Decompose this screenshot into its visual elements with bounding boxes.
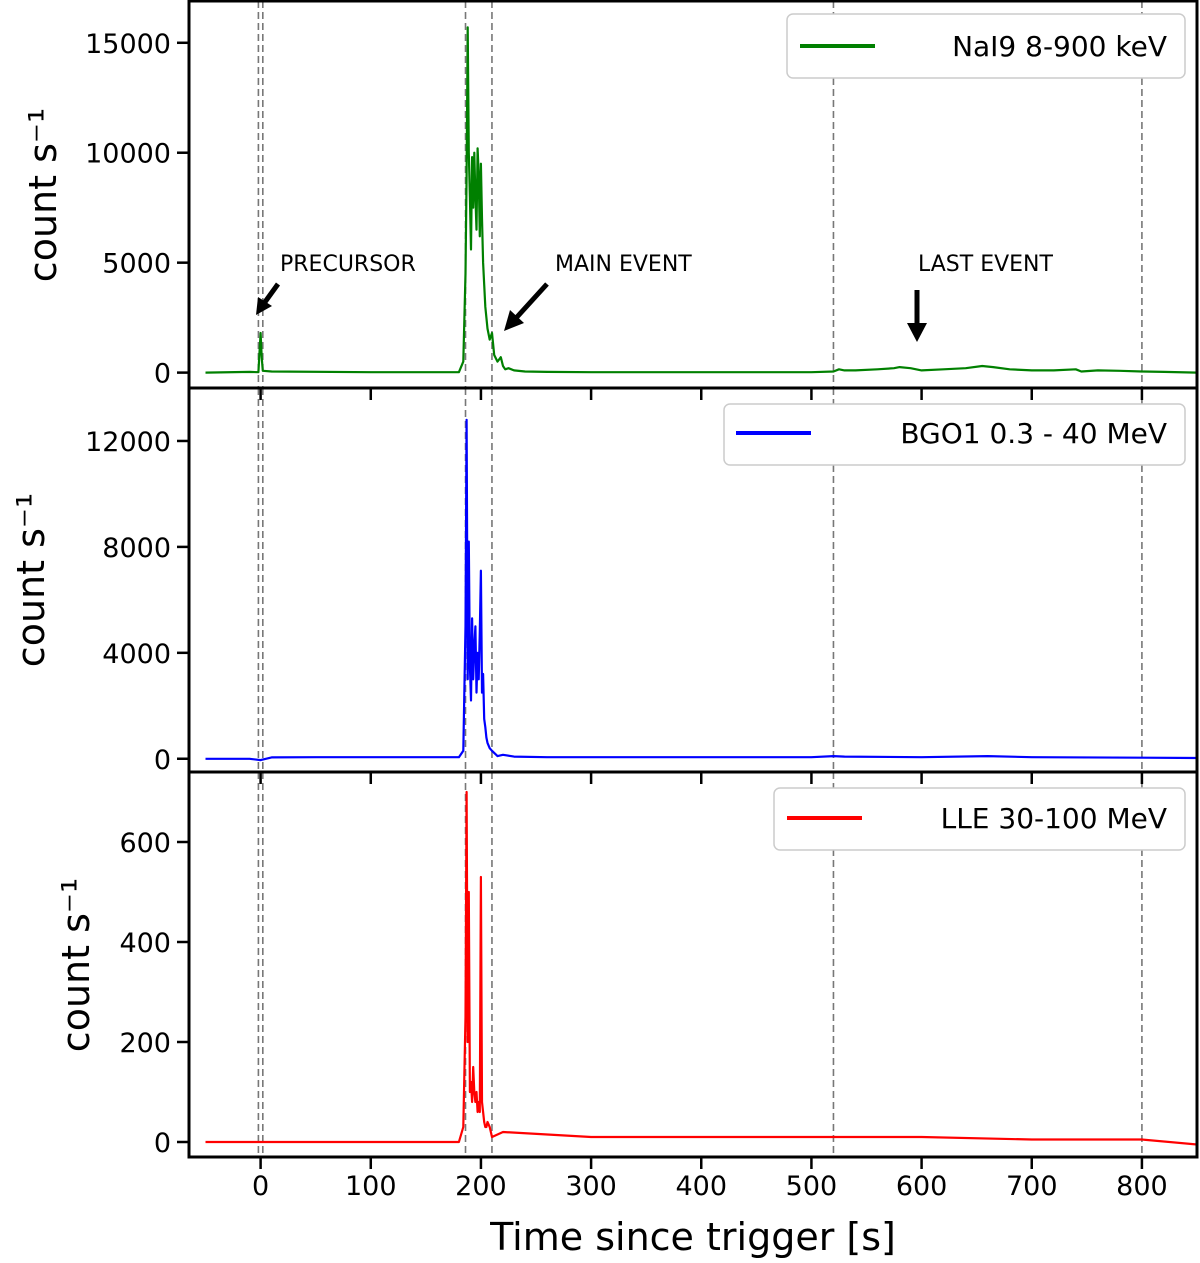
frame-bot: [187, 770, 1199, 1159]
x-axis-label: Time since trigger [s]: [489, 1215, 896, 1259]
xticks: 0 100 200 300 400 500 600 700 800: [252, 388, 1168, 1202]
xtick-label-8: 800: [1116, 1171, 1168, 1202]
legend-bgo1: BGO1 0.3 - 40 MeV: [723, 403, 1186, 466]
panel-bgo1: 0 4000 8000 12000 count s⁻¹ BGO1 0.3 - 40 M…: [9, 388, 1197, 776]
series-line-lle: [205, 790, 1197, 1146]
ytick-label-bot-2: 400: [119, 928, 171, 959]
vlines-top: [257, 1, 1143, 388]
annotation-precursor-label: PRECURSOR: [280, 252, 416, 277]
ytick-label-top-1: 5000: [102, 249, 171, 280]
xtick-label-7: 700: [1006, 1171, 1058, 1202]
annotation-main-event-arrow-shaft: [515, 282, 549, 319]
ylabel-mid: count s⁻¹: [9, 493, 53, 667]
legend-nai9: NaI9 8-900 keV: [786, 13, 1186, 79]
xtick-label-4: 400: [675, 1171, 727, 1202]
ytick-label-top-3: 15000: [85, 29, 171, 60]
xtick-label-6: 600: [896, 1171, 948, 1202]
xtick-label-0: 0: [252, 1171, 269, 1202]
annotation-last-event-label: LAST EVENT: [918, 252, 1054, 277]
xtick-label-2: 200: [455, 1171, 507, 1202]
yticks-bot: 0 200 400 600: [119, 828, 189, 1159]
legend-box-lle: [773, 787, 1186, 851]
series-line-bgo1: [205, 418, 1197, 762]
ytick-label-bot-0: 0: [154, 1128, 171, 1159]
xtick-label-5: 500: [786, 1171, 838, 1202]
legend-label-lle: LLE 30-100 MeV: [941, 802, 1167, 835]
legend-box-nai9: [786, 13, 1186, 79]
ytick-label-mid-0: 0: [154, 745, 171, 776]
annotation-last-event: LAST EVENT: [907, 252, 1054, 342]
ytick-label-bot-1: 200: [119, 1028, 171, 1059]
annotation-precursor-arrowhead: [256, 297, 272, 315]
annotation-main-event-label: MAIN EVENT: [555, 252, 692, 277]
annotation-precursor: PRECURSOR: [256, 252, 416, 315]
ytick-label-mid-3: 12000: [85, 427, 171, 458]
ylabel-bot: count s⁻¹: [54, 878, 98, 1052]
series-path-bot-0: [205, 790, 1197, 1146]
annotation-last-event-arrowhead: [907, 323, 927, 342]
panel-lle: 0 200 400 600 count s⁻¹ LLE 30-100 MeV: [54, 772, 1197, 1159]
legend-label-nai9: NaI9 8-900 keV: [952, 30, 1167, 63]
ytick-label-mid-1: 4000: [102, 639, 171, 670]
yticks-mid: 0 4000 8000 12000: [85, 427, 189, 776]
legend-box-bgo1: [723, 403, 1186, 466]
xtick-label-3: 300: [565, 1171, 617, 1202]
ytick-label-mid-2: 8000: [102, 533, 171, 564]
ytick-label-bot-3: 600: [119, 828, 171, 859]
series-path-top-0: [205, 26, 1197, 374]
series-line-nai9: [205, 26, 1197, 374]
legend-lle: LLE 30-100 MeV: [773, 787, 1186, 851]
xtick-label-1: 100: [345, 1171, 397, 1202]
yticks-top: 0 5000 10000 15000: [85, 29, 189, 390]
series-path-mid-0: [205, 418, 1197, 762]
ytick-label-top-0: 0: [154, 359, 171, 390]
annotation-main-event: MAIN EVENT: [504, 252, 692, 331]
annotation-main-event-arrowhead: [504, 310, 524, 331]
ylabel-top: count s⁻¹: [21, 108, 65, 282]
annotation-precursor-arrow-shaft: [262, 282, 281, 304]
ytick-label-top-2: 10000: [85, 139, 171, 170]
legend-label-bgo1: BGO1 0.3 - 40 MeV: [900, 417, 1167, 450]
panel-nai9: 0 5000 10000 15000 count s⁻¹ NaI9 8-900 keV…: [21, 1, 1197, 390]
